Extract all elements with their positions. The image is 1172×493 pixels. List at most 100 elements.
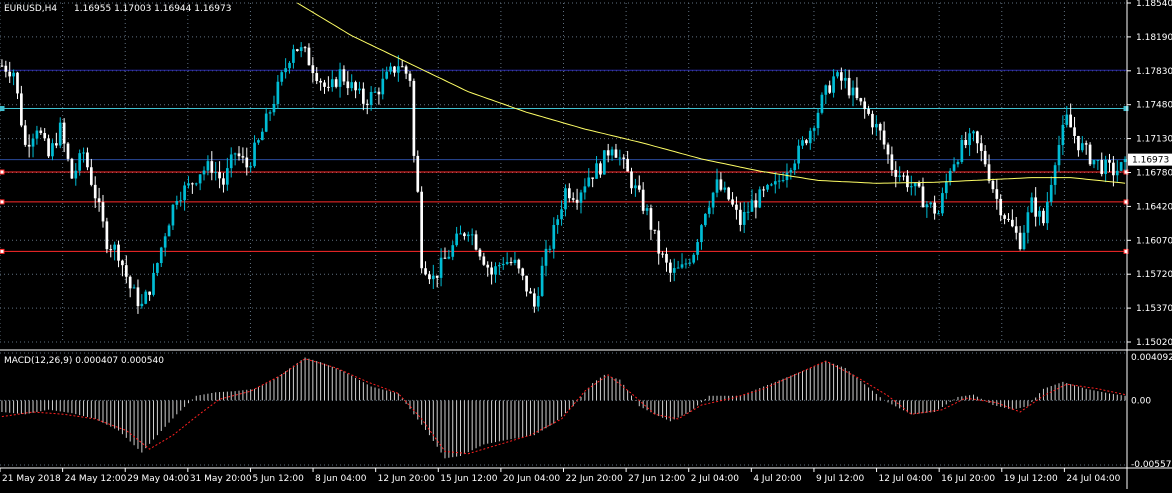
candle-body bbox=[39, 130, 43, 134]
y-tick-label: 1.16070 bbox=[1136, 236, 1172, 246]
candle-body bbox=[956, 161, 960, 165]
candle-body bbox=[311, 65, 315, 74]
candle-body bbox=[362, 88, 365, 104]
candle-body bbox=[393, 66, 396, 73]
candle-body bbox=[805, 140, 808, 144]
level-anchor-right bbox=[1123, 199, 1129, 205]
candle-body bbox=[843, 77, 847, 81]
candle-body bbox=[886, 144, 890, 155]
candle-body bbox=[1003, 215, 1006, 219]
candle-body bbox=[253, 142, 256, 167]
candle-body bbox=[925, 204, 929, 208]
candle-body bbox=[801, 140, 804, 146]
candle-body bbox=[202, 170, 206, 175]
candle-body bbox=[680, 264, 684, 268]
candle-body bbox=[738, 209, 742, 225]
ohlc-label: 1.16955 1.17003 1.16944 1.16973 bbox=[74, 4, 231, 14]
current-price-label: 1.16973 bbox=[1132, 156, 1169, 166]
candle-body bbox=[641, 189, 645, 211]
candle-body bbox=[1065, 114, 1069, 125]
candle-body bbox=[1014, 226, 1018, 233]
candle-body bbox=[917, 182, 921, 187]
candle-body bbox=[921, 186, 925, 208]
candle-body bbox=[533, 293, 536, 307]
candle-body bbox=[264, 113, 268, 132]
y-tick-label: 1.18190 bbox=[1136, 33, 1172, 43]
x-tick-label: 21 May 2018 bbox=[2, 474, 61, 484]
candle-body bbox=[937, 213, 940, 215]
x-tick-label: 15 Jun 12:00 bbox=[440, 474, 497, 484]
candle-body bbox=[770, 184, 773, 186]
candle-body bbox=[101, 202, 105, 222]
macd-y-tick-label: 0.00 bbox=[1131, 396, 1151, 406]
candle-body bbox=[696, 242, 699, 255]
candle-body bbox=[486, 264, 490, 268]
candle-body bbox=[35, 130, 39, 139]
candle-body bbox=[396, 66, 400, 73]
candle-body bbox=[723, 187, 727, 190]
candle-body bbox=[163, 236, 167, 248]
candle-body bbox=[944, 181, 948, 194]
candle-body bbox=[610, 149, 614, 156]
candle-body bbox=[377, 91, 381, 95]
candle-body bbox=[766, 184, 769, 190]
candle-body bbox=[74, 170, 78, 179]
candle-body bbox=[156, 263, 159, 273]
x-tick-label: 22 Jun 20:00 bbox=[566, 474, 623, 484]
candle-body bbox=[435, 275, 439, 278]
candle-body bbox=[439, 257, 443, 278]
candle-body bbox=[894, 169, 898, 177]
candle-body bbox=[0, 65, 4, 67]
candle-body bbox=[995, 189, 999, 199]
candle-body bbox=[443, 257, 447, 259]
candle-body bbox=[307, 47, 311, 66]
horizontal-lines[interactable] bbox=[0, 69, 1129, 254]
candle-body bbox=[824, 85, 828, 95]
candle-body bbox=[968, 133, 971, 146]
candle-body bbox=[210, 161, 214, 173]
level-anchor-right bbox=[1123, 106, 1129, 112]
candle-body bbox=[828, 85, 832, 93]
candle-body bbox=[260, 131, 264, 141]
candle-body bbox=[700, 225, 703, 243]
candle-body bbox=[381, 78, 385, 95]
candle-body bbox=[758, 189, 762, 208]
candle-body bbox=[688, 262, 692, 264]
candle-body bbox=[276, 81, 280, 104]
x-tick-label: 24 May 12:00 bbox=[65, 474, 127, 484]
moving-average-line bbox=[297, 2, 1126, 184]
candle-body bbox=[93, 184, 97, 199]
candle-body bbox=[20, 93, 23, 126]
candle-body bbox=[669, 262, 672, 273]
candle-body bbox=[105, 221, 109, 250]
candle-body bbox=[991, 180, 995, 190]
candle-body bbox=[451, 245, 455, 257]
candle-body bbox=[719, 179, 723, 190]
candle-body bbox=[459, 233, 462, 235]
candle-body bbox=[1084, 143, 1088, 145]
candle-body bbox=[976, 131, 979, 144]
candle-body bbox=[330, 79, 334, 88]
candle-body bbox=[964, 140, 968, 146]
candle-body bbox=[408, 73, 412, 81]
macd-y-tick-label: -0.005576 bbox=[1131, 460, 1172, 470]
candle-body bbox=[295, 49, 299, 51]
candle-body bbox=[836, 72, 839, 77]
candle-body bbox=[319, 80, 322, 83]
candle-body bbox=[1092, 160, 1096, 165]
candle-body bbox=[754, 200, 758, 208]
level-anchor-left bbox=[0, 248, 5, 254]
candle-body bbox=[595, 163, 598, 179]
candle-body bbox=[159, 247, 163, 264]
x-tick-label: 19 Jul 12:00 bbox=[1004, 474, 1058, 484]
candle-body bbox=[762, 189, 765, 191]
candle-body bbox=[51, 143, 54, 157]
x-tick-label: 8 Jun 04:00 bbox=[315, 474, 367, 484]
candle-body bbox=[906, 175, 909, 188]
candle-body bbox=[78, 153, 82, 171]
candle-body bbox=[1104, 159, 1107, 175]
candle-body bbox=[847, 77, 851, 96]
candle-body bbox=[525, 275, 528, 292]
